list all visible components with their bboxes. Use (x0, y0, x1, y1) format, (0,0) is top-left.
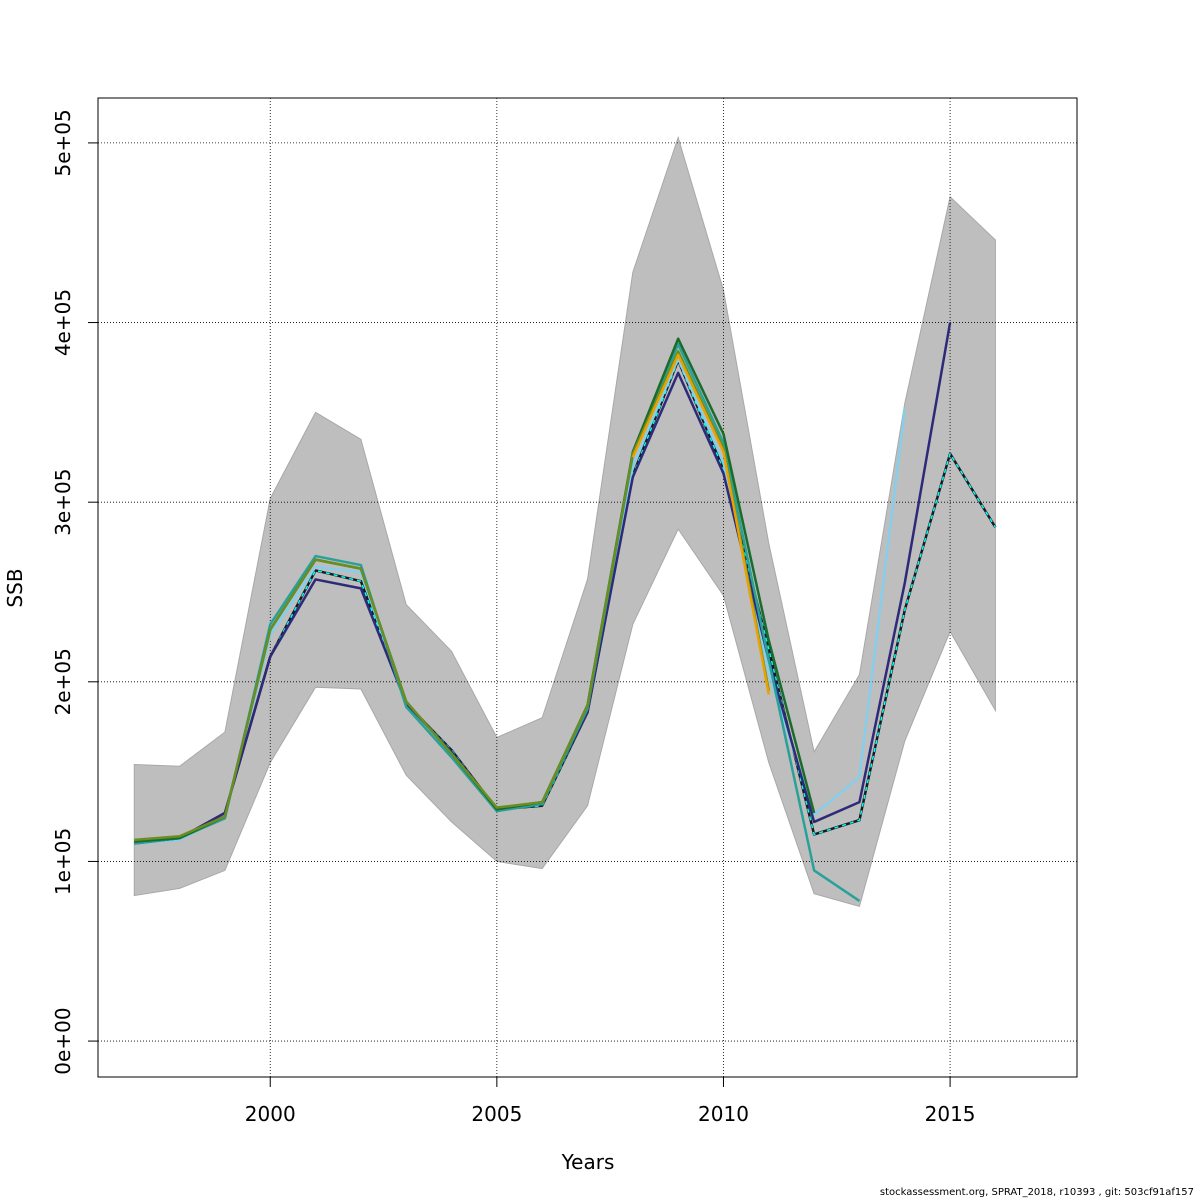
x-tick-label: 2015 (925, 1102, 976, 1126)
y-tick-label: 2e+05 (51, 648, 75, 715)
x-axis: 2000 2005 2010 2015 (245, 1077, 976, 1126)
series-layer (134, 322, 997, 902)
y-tick-label: 0e+00 (51, 1007, 75, 1074)
grid-layer (98, 98, 1077, 1077)
x-axis-label: Years (561, 1150, 615, 1174)
series-line-7 (631, 353, 771, 695)
y-tick-label: 1e+05 (51, 828, 75, 895)
x-tick-label: 2005 (471, 1102, 522, 1126)
y-tick-label: 4e+05 (51, 289, 75, 356)
x-tick-label: 2010 (698, 1102, 749, 1126)
footer-attribution: stockassessment.org, SPRAT_2018, r10393 … (879, 1187, 1194, 1198)
y-tick-label: 5e+05 (51, 109, 75, 176)
x-tick-label: 2000 (245, 1102, 296, 1126)
plot-frame (97, 97, 1078, 1078)
y-axis: 0e+00 1e+05 2e+05 3e+05 4e+05 5e+05 (51, 109, 98, 1075)
y-tick-label: 3e+05 (51, 469, 75, 536)
y-axis-label: SSB (3, 568, 27, 607)
series-line-6 (134, 350, 771, 842)
